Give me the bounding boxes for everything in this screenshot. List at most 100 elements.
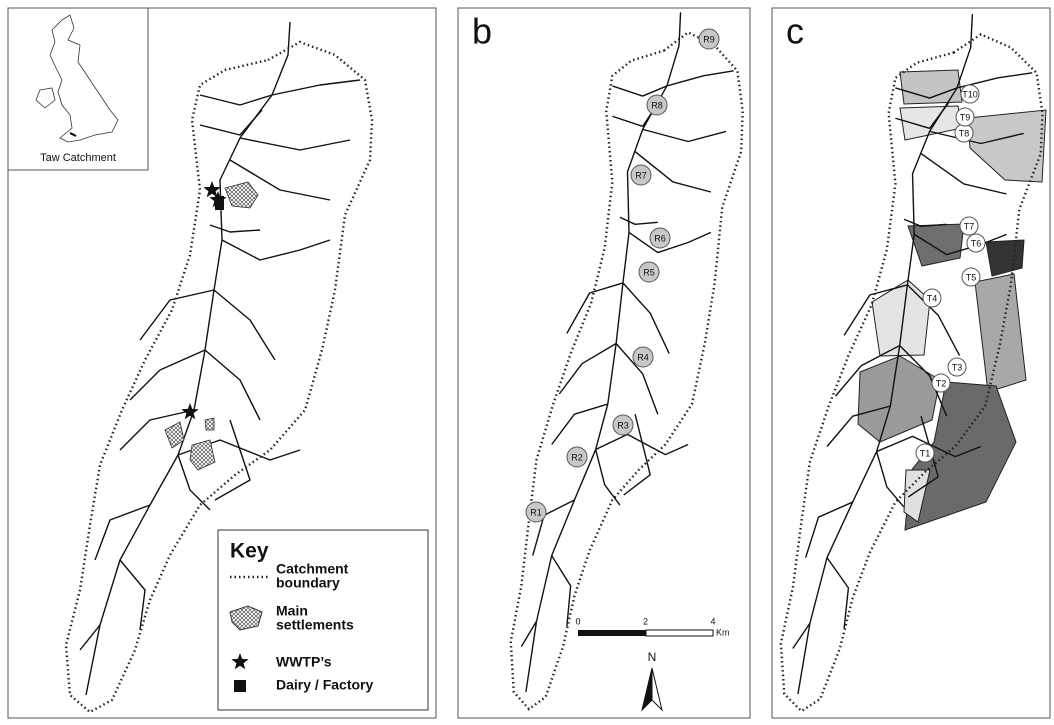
river-site <box>612 414 634 436</box>
river <box>793 623 810 648</box>
panel-a-frame <box>7 7 437 719</box>
catchment-map <box>511 12 743 709</box>
river-site <box>646 94 668 116</box>
river-site <box>632 346 654 368</box>
subcatchment <box>899 69 963 105</box>
settlement <box>204 417 215 431</box>
river <box>629 232 711 252</box>
key-label: Main <box>276 603 308 619</box>
key-wwtp-symbol <box>231 653 249 670</box>
river <box>895 73 1032 98</box>
river <box>827 558 848 629</box>
river <box>140 290 214 340</box>
river <box>921 154 1007 194</box>
river <box>907 285 959 356</box>
wwtp <box>203 181 221 198</box>
tributary-site <box>915 443 935 463</box>
key-settlement-symbol <box>229 605 263 631</box>
catchment-boundary <box>66 42 372 712</box>
scale-bar-light <box>645 629 714 637</box>
wwtp <box>181 403 199 420</box>
river <box>559 344 616 395</box>
tributary-site <box>966 233 986 253</box>
subcatchment <box>985 239 1025 277</box>
tributary-site-label: T2 <box>936 378 947 388</box>
river <box>567 283 623 334</box>
subcatchments <box>857 69 1047 531</box>
key-title: Key <box>230 540 269 563</box>
river <box>120 410 194 450</box>
river <box>95 505 150 560</box>
river <box>200 110 262 135</box>
river <box>635 152 711 192</box>
tributary-site <box>955 107 975 127</box>
river <box>552 556 571 627</box>
river <box>120 560 145 630</box>
tributary-site-label: T5 <box>966 272 977 282</box>
river <box>827 406 890 446</box>
river <box>612 71 733 96</box>
river <box>230 160 330 200</box>
river <box>895 103 948 128</box>
river <box>222 240 330 260</box>
river <box>904 219 947 226</box>
tributary-site-label: T7 <box>964 221 975 231</box>
settlement <box>189 439 216 471</box>
river-site-label: R5 <box>643 267 655 277</box>
key-label: Dairy / Factory <box>276 677 373 693</box>
river-site <box>638 261 660 283</box>
panel-b-frame <box>457 7 751 719</box>
tributary-site <box>931 373 951 393</box>
scale-tick-label: 4 <box>710 616 715 626</box>
subcatchment <box>903 469 931 523</box>
panel-label: c <box>786 11 804 52</box>
river-site-label: R1 <box>530 507 542 517</box>
catchment-boundary <box>511 32 743 709</box>
river <box>210 225 260 232</box>
settlement <box>224 181 259 209</box>
scale-bar-dark <box>578 630 646 636</box>
key-label: Catchment <box>276 561 349 577</box>
river-site-label: R6 <box>654 233 666 243</box>
river <box>844 285 907 336</box>
river-site-label: R8 <box>651 100 663 110</box>
panel-c-frame <box>771 7 1051 719</box>
river <box>900 346 947 417</box>
river <box>798 14 972 694</box>
tributary-site-label: T1 <box>920 448 931 458</box>
river <box>930 131 1024 143</box>
river <box>877 436 981 456</box>
taw-location <box>69 132 77 137</box>
river-site-label: R2 <box>571 452 583 462</box>
river-site-label: R4 <box>637 352 649 362</box>
subcatchment <box>967 109 1047 183</box>
river-site <box>649 227 671 249</box>
river-site-label: R9 <box>703 34 715 44</box>
river-site-label: R3 <box>617 420 629 430</box>
tributary-site-label: T4 <box>927 293 938 303</box>
key-dairy-symbol <box>234 680 246 692</box>
tributary-site <box>959 216 979 236</box>
river <box>86 22 290 695</box>
key-label: WWTP’s <box>276 654 332 670</box>
uk-outline <box>35 14 119 143</box>
river <box>624 414 651 495</box>
tributary-site-label: T10 <box>962 89 978 99</box>
subcatchment <box>907 223 965 267</box>
tributary-site <box>961 267 981 287</box>
river <box>596 434 688 454</box>
subcatchment <box>857 355 941 443</box>
river <box>130 350 205 400</box>
river <box>200 80 360 105</box>
north-label: N <box>648 650 657 664</box>
river <box>215 420 250 500</box>
river-site <box>630 164 652 186</box>
key-label: settlements <box>276 617 354 633</box>
settlement <box>164 421 185 449</box>
scale-tick-label: 2 <box>643 616 648 626</box>
river <box>623 283 669 354</box>
river-site-label: R7 <box>635 170 647 180</box>
panel-label: b <box>472 11 492 52</box>
scale-unit: Km <box>716 627 730 637</box>
